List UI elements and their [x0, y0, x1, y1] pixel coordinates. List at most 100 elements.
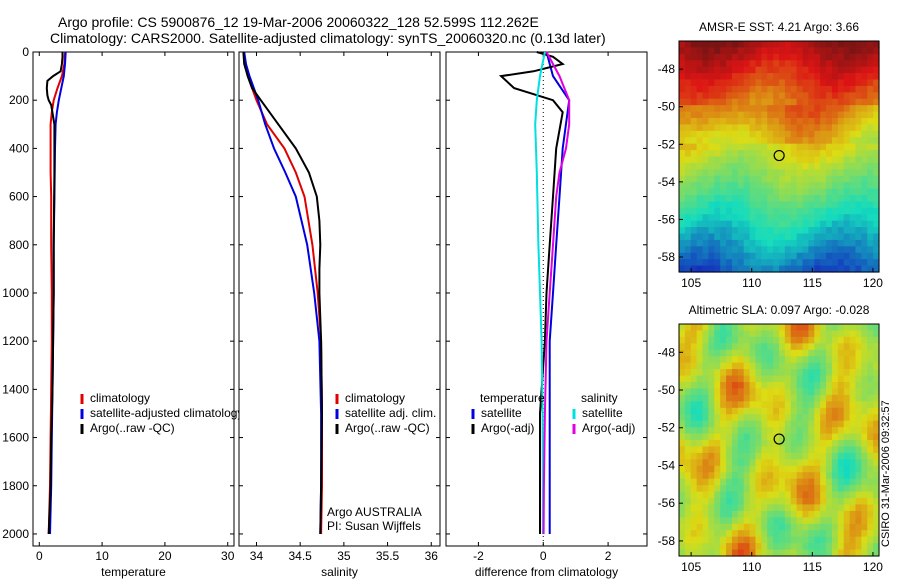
- heatmap-cell: [861, 259, 868, 267]
- heatmap-cell: [708, 530, 715, 538]
- heatmap-cell: [767, 517, 774, 525]
- heatmap-cell: [702, 369, 710, 377]
- y-tick-label: -54: [658, 175, 676, 189]
- heatmap-cell: [831, 349, 839, 357]
- heatmap-cell: [767, 150, 774, 158]
- heatmap-cell: [837, 394, 845, 402]
- argo-location-marker: [773, 149, 785, 162]
- heatmap-cell: [767, 498, 774, 506]
- heatmap-cell: [814, 478, 821, 486]
- heatmap-cell: [796, 330, 804, 338]
- heatmap-cell: [802, 227, 810, 235]
- heatmap-cell: [773, 369, 780, 377]
- heatmap-cell: [790, 510, 798, 518]
- heatmap-cell: [837, 523, 845, 531]
- heatmap-cell: [837, 130, 845, 138]
- heatmap-cell: [796, 188, 804, 196]
- heatmap-cell: [796, 53, 804, 61]
- heatmap-cell: [802, 195, 810, 203]
- heatmap-cell: [749, 214, 757, 222]
- heatmap-cell: [767, 47, 774, 55]
- x-tick-label: 2: [605, 549, 612, 563]
- heatmap-cell: [826, 491, 833, 499]
- heatmap-cell: [831, 465, 839, 473]
- heatmap-cell: [802, 73, 810, 81]
- heatmap-cell: [796, 549, 804, 557]
- heatmap-cell: [843, 420, 851, 428]
- heatmap-cell: [720, 105, 727, 113]
- heatmap-cell: [843, 162, 851, 170]
- heatmap-cell: [855, 79, 862, 87]
- heatmap-cell: [743, 252, 751, 260]
- heatmap-cell: [679, 369, 686, 377]
- heatmap-cell: [696, 472, 704, 480]
- heatmap-cell: [690, 324, 698, 332]
- heatmap-cell: [855, 246, 862, 254]
- heatmap-cell: [855, 465, 862, 473]
- heatmap-cell: [743, 369, 751, 377]
- heatmap-cell: [837, 336, 845, 344]
- heatmap-cell: [702, 207, 710, 215]
- heatmap-cell: [802, 498, 810, 506]
- heatmap-cell: [761, 92, 768, 100]
- heatmap-cell: [714, 472, 721, 480]
- heatmap-cell: [849, 485, 857, 493]
- heatmap-cell: [873, 485, 880, 493]
- heatmap-cell: [761, 98, 768, 106]
- heatmap-cell: [873, 239, 880, 247]
- heatmap-cell: [749, 452, 757, 460]
- heatmap-cell: [814, 375, 821, 383]
- heatmap-cell: [749, 252, 757, 260]
- heatmap-cell: [831, 362, 839, 370]
- heatmap-cell: [761, 246, 768, 254]
- heatmap-cell: [702, 259, 710, 267]
- heatmap-cell: [814, 124, 821, 132]
- heatmap-cell: [849, 53, 857, 61]
- heatmap-cell: [773, 53, 780, 61]
- heatmap-cell: [749, 472, 757, 480]
- heatmap-cell: [702, 465, 710, 473]
- heatmap-cell: [696, 356, 704, 364]
- heatmap-cell: [731, 73, 739, 81]
- heatmap-cell: [831, 394, 839, 402]
- heatmap-cell: [731, 504, 739, 512]
- heatmap-cell: [755, 220, 762, 228]
- heatmap-cell: [802, 259, 810, 267]
- heatmap-cell: [708, 41, 715, 49]
- heatmap-cell: [743, 478, 751, 486]
- heatmap-cell: [843, 375, 851, 383]
- heatmap-cell: [784, 118, 792, 126]
- heatmap-cell: [802, 60, 810, 68]
- heatmap-cell: [726, 491, 733, 499]
- heatmap-cell: [773, 446, 780, 454]
- heatmap-cell: [867, 98, 874, 106]
- heatmap-cell: [814, 427, 821, 435]
- heatmap-cell: [731, 233, 739, 241]
- heatmap-cell: [702, 175, 710, 183]
- heatmap-cell: [814, 446, 821, 454]
- heatmap-cell: [779, 382, 786, 390]
- heatmap-cell: [743, 530, 751, 538]
- heatmap-cell: [720, 543, 727, 551]
- heatmap-cell: [867, 195, 874, 203]
- heatmap-cell: [737, 79, 745, 87]
- heatmap-cell: [831, 517, 839, 525]
- heatmap-cell: [784, 188, 792, 196]
- heatmap-cell: [820, 543, 827, 551]
- heatmap-cell: [843, 478, 851, 486]
- heatmap-cell: [779, 60, 786, 68]
- heatmap-cell: [708, 124, 715, 132]
- heatmap-cell: [820, 536, 827, 544]
- heatmap-cell: [731, 369, 739, 377]
- heatmap-cell: [761, 523, 768, 531]
- heatmap-cell: [790, 349, 798, 357]
- heatmap-cell: [849, 549, 857, 557]
- heatmap-cell: [867, 188, 874, 196]
- heatmap-cell: [802, 433, 810, 441]
- heatmap-cell: [720, 536, 727, 544]
- heatmap-cell: [731, 60, 739, 68]
- heatmap-cell: [708, 472, 715, 480]
- heatmap-cell: [737, 407, 745, 415]
- heatmap-cell: [726, 175, 733, 183]
- heatmap-cell: [790, 79, 798, 87]
